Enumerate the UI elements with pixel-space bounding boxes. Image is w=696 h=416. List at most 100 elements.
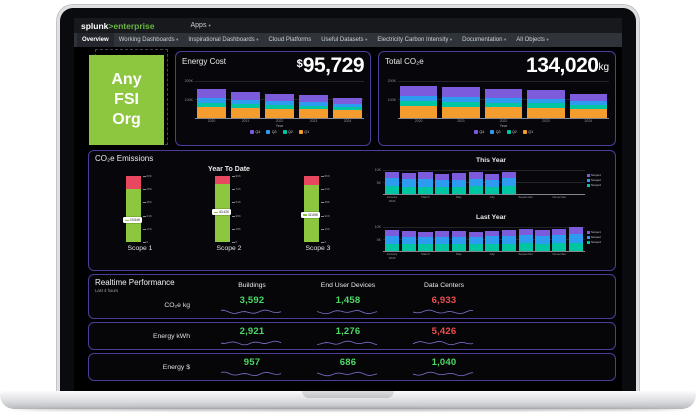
bar-segment-scope3 bbox=[435, 187, 450, 194]
x-tick-label: July bbox=[489, 195, 495, 199]
gauge-bar bbox=[304, 176, 319, 242]
bar[interactable] bbox=[485, 165, 500, 194]
x-tick-label: March bbox=[421, 195, 430, 199]
realtime-value-cell[interactable]: 1,040 bbox=[396, 357, 492, 377]
bar[interactable] bbox=[401, 165, 416, 194]
bar[interactable] bbox=[442, 77, 480, 118]
bar-segment-q2 bbox=[484, 102, 523, 108]
realtime-value-cell[interactable]: 3,592 bbox=[204, 295, 300, 315]
bar-segment-scope3 bbox=[485, 187, 500, 194]
nav-item-cloud-platforms[interactable]: Cloud Platforms bbox=[268, 37, 312, 43]
this-year-chart[interactable]: This Year 10K 5K Scope1 Scope2 Scope3 January… bbox=[371, 157, 611, 210]
bar[interactable] bbox=[468, 165, 483, 194]
nav-item-working-dashboards[interactable]: Working Dashboards ▾ bbox=[118, 37, 179, 43]
bar[interactable] bbox=[418, 165, 433, 194]
legend-swatch bbox=[266, 129, 271, 134]
x-tick-label: January 2024 bbox=[386, 195, 398, 203]
gauge-scope-3[interactable]: 80K 64K 48K 32K 16K 0 32.65K Scope 3 bbox=[285, 174, 351, 252]
bar[interactable] bbox=[451, 222, 467, 251]
energy-cost-chart[interactable]: 200K 100K 2020 2021 2022 2023 2024 Year Q4 Q3 Q2 Q1 bbox=[182, 77, 364, 141]
bar[interactable] bbox=[231, 77, 260, 118]
realtime-value: 5,426 bbox=[431, 326, 457, 337]
bar-segment-q2 bbox=[333, 107, 362, 111]
bar[interactable] bbox=[451, 165, 467, 194]
bar[interactable] bbox=[535, 222, 550, 251]
total-co2e-chart[interactable]: 200K 100K 2020 2021 2022 2023 2024 Year Q4 Q3 Q2 Q1 bbox=[385, 77, 609, 141]
legend-item: Q1 bbox=[522, 129, 533, 134]
bar[interactable] bbox=[501, 165, 517, 194]
nav-item-overview[interactable]: Overview bbox=[77, 33, 114, 47]
realtime-value-cell[interactable]: 1,458 bbox=[300, 295, 396, 315]
bar[interactable] bbox=[435, 165, 450, 194]
bar[interactable] bbox=[569, 77, 608, 118]
nav-item-documentation[interactable]: Documentation ▾ bbox=[462, 37, 507, 43]
bar[interactable] bbox=[197, 77, 226, 118]
bar[interactable] bbox=[385, 222, 400, 251]
nav-item-all-objects[interactable]: All Objects ▾ bbox=[516, 37, 549, 43]
bar-segment-scope1 bbox=[468, 172, 483, 179]
x-tick-label: 2022 bbox=[499, 119, 508, 123]
nav-item-electricity-carbon-intensity[interactable]: Electricity Carbon Intensity ▾ bbox=[377, 37, 453, 43]
bar-segment-scope2 bbox=[418, 237, 433, 245]
bar-segment-scope2 bbox=[501, 236, 517, 244]
bar[interactable] bbox=[435, 222, 450, 251]
bar[interactable] bbox=[527, 77, 565, 118]
realtime-value-cell[interactable]: 1,276 bbox=[300, 326, 396, 346]
bar[interactable] bbox=[484, 77, 523, 118]
bar[interactable] bbox=[299, 77, 328, 118]
bar[interactable] bbox=[385, 165, 400, 194]
energy-cost-panel: Energy Cost $95,729 200K 100K 2020 2021 2022… bbox=[175, 51, 371, 146]
bar[interactable] bbox=[485, 222, 500, 251]
bar[interactable] bbox=[552, 165, 566, 194]
bar-segment-q1 bbox=[400, 106, 438, 118]
realtime-value-cell[interactable]: 6,933 bbox=[396, 295, 492, 315]
gauge-value-marker: 32.65K bbox=[301, 211, 321, 218]
bar-stack bbox=[535, 229, 550, 251]
gauge-scope-2[interactable]: 90K 72K 54K 36K 18K 0 40.42K Scope 2 bbox=[196, 174, 262, 252]
year-to-date-title: Year To Date bbox=[208, 166, 250, 173]
last-year-chart[interactable]: Last Year 10K 5K Scope1 Scope2 Scope3 January… bbox=[371, 214, 611, 267]
gauge-scope-1[interactable]: 60K 48K 36K 24K 12K 0 19.54K Scope 1 bbox=[107, 174, 173, 252]
bar-segment-scope1 bbox=[535, 229, 550, 236]
nav-item-useful-datasets[interactable]: Useful Datasets ▾ bbox=[321, 37, 368, 43]
realtime-value-cell[interactable]: 2,921 bbox=[204, 326, 300, 346]
bar[interactable] bbox=[468, 222, 483, 251]
realtime-value-cell[interactable]: 686 bbox=[300, 357, 396, 377]
gauge-label: Scope 1 bbox=[127, 245, 153, 252]
bar[interactable] bbox=[401, 222, 416, 251]
realtime-value: 957 bbox=[243, 357, 261, 368]
bar-segment-q1 bbox=[442, 106, 480, 118]
bar[interactable] bbox=[265, 77, 294, 118]
bar-segment-scope2 bbox=[385, 178, 400, 187]
chart-legend: Scope1 Scope2 Scope3 bbox=[585, 165, 611, 195]
realtime-value-cell[interactable]: 957 bbox=[204, 357, 300, 377]
this-year-chart-body[interactable]: 10K 5K Scope1 Scope2 Scope3 January 2024 March… bbox=[371, 165, 611, 204]
splunk-logo[interactable]: splunk>enterprise bbox=[81, 21, 154, 31]
bar[interactable] bbox=[568, 222, 583, 251]
bar-segment-scope2 bbox=[435, 179, 450, 187]
gauge-red-zone bbox=[304, 176, 319, 186]
chevron-down-icon: ▾ bbox=[546, 37, 549, 42]
bar[interactable] bbox=[569, 165, 583, 194]
y-axis: 200K 100K bbox=[182, 77, 195, 119]
last-year-chart-body[interactable]: 10K 5K Scope1 Scope2 Scope3 January 2023 March… bbox=[371, 222, 611, 261]
bar[interactable] bbox=[552, 222, 567, 251]
bar[interactable] bbox=[501, 222, 517, 251]
bar[interactable] bbox=[519, 165, 533, 194]
bar[interactable] bbox=[333, 77, 362, 118]
bar[interactable] bbox=[535, 165, 549, 194]
bar[interactable] bbox=[518, 222, 533, 251]
apps-menu[interactable]: Apps ▾ bbox=[190, 22, 210, 29]
x-tick-label: 2020 bbox=[207, 119, 216, 123]
bar-segment-q3 bbox=[527, 99, 565, 104]
legend-swatch bbox=[298, 129, 303, 134]
bar-stack bbox=[527, 90, 565, 118]
realtime-value-cell[interactable]: 5,426 bbox=[396, 326, 492, 346]
laptop-base bbox=[0, 391, 696, 409]
bar[interactable] bbox=[400, 77, 438, 118]
bar-segment-q3 bbox=[299, 102, 328, 106]
gauge-tick-label: 0 bbox=[143, 240, 148, 244]
nav-item-inspirational-dashboards[interactable]: Inspirational Dashboards ▾ bbox=[188, 37, 259, 43]
bar[interactable] bbox=[418, 222, 433, 251]
legend-item: Scope3 bbox=[587, 240, 611, 244]
